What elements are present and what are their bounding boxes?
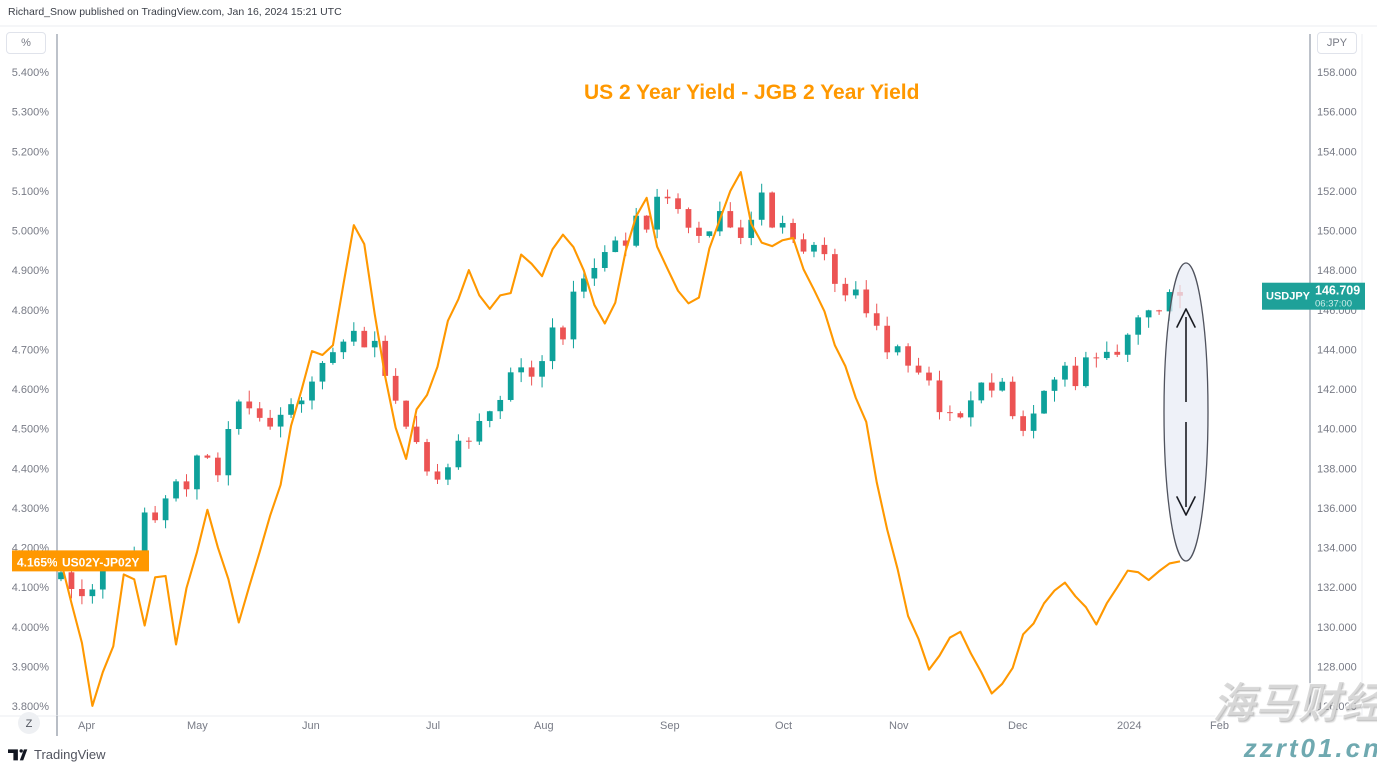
svg-text:Z: Z [26, 718, 33, 730]
svg-text:146.709: 146.709 [1315, 284, 1360, 298]
svg-text:4.300%: 4.300% [12, 503, 50, 515]
svg-text:152.000: 152.000 [1317, 186, 1357, 198]
svg-text:4.800%: 4.800% [12, 305, 50, 317]
svg-text:138.000: 138.000 [1317, 463, 1357, 475]
svg-text:130.000: 130.000 [1317, 622, 1357, 634]
svg-text:156.000: 156.000 [1317, 107, 1357, 119]
svg-text:3.800%: 3.800% [12, 701, 50, 713]
svg-text:142.000: 142.000 [1317, 384, 1357, 396]
svg-text:USDJPY: USDJPY [1266, 291, 1311, 303]
svg-text:Sep: Sep [660, 720, 680, 732]
svg-text:Dec: Dec [1008, 720, 1028, 732]
svg-text:3.900%: 3.900% [12, 661, 50, 673]
svg-text:136.000: 136.000 [1317, 503, 1357, 515]
svg-text:144.000: 144.000 [1317, 344, 1357, 356]
svg-text:140.000: 140.000 [1317, 424, 1357, 436]
svg-text:158.000: 158.000 [1317, 67, 1357, 79]
svg-text:06:37:00: 06:37:00 [1315, 299, 1352, 310]
svg-text:4.500%: 4.500% [12, 424, 50, 436]
svg-text:Apr: Apr [78, 720, 95, 732]
svg-text:May: May [187, 720, 208, 732]
svg-text:4.900%: 4.900% [12, 265, 50, 277]
svg-text:Aug: Aug [534, 720, 554, 732]
svg-text:4.700%: 4.700% [12, 344, 50, 356]
svg-text:US02Y-JP02Y: US02Y-JP02Y [62, 555, 139, 569]
svg-text:5.100%: 5.100% [12, 186, 50, 198]
svg-text:4.165%: 4.165% [17, 555, 58, 569]
svg-text:Jun: Jun [302, 720, 320, 732]
svg-text:150.000: 150.000 [1317, 226, 1357, 238]
svg-text:4.100%: 4.100% [12, 582, 50, 594]
svg-text:132.000: 132.000 [1317, 582, 1357, 594]
svg-text:4.400%: 4.400% [12, 463, 50, 475]
svg-text:Jul: Jul [426, 720, 440, 732]
svg-text:Nov: Nov [889, 720, 909, 732]
svg-text:154.000: 154.000 [1317, 146, 1357, 158]
svg-text:5.300%: 5.300% [12, 107, 50, 119]
svg-text:5.000%: 5.000% [12, 226, 50, 238]
svg-text:148.000: 148.000 [1317, 265, 1357, 277]
svg-text:4.600%: 4.600% [12, 384, 50, 396]
svg-text:5.200%: 5.200% [12, 146, 50, 158]
svg-text:134.000: 134.000 [1317, 543, 1357, 555]
svg-text:Oct: Oct [775, 720, 792, 732]
svg-text:5.400%: 5.400% [12, 67, 50, 79]
svg-text:4.000%: 4.000% [12, 622, 50, 634]
